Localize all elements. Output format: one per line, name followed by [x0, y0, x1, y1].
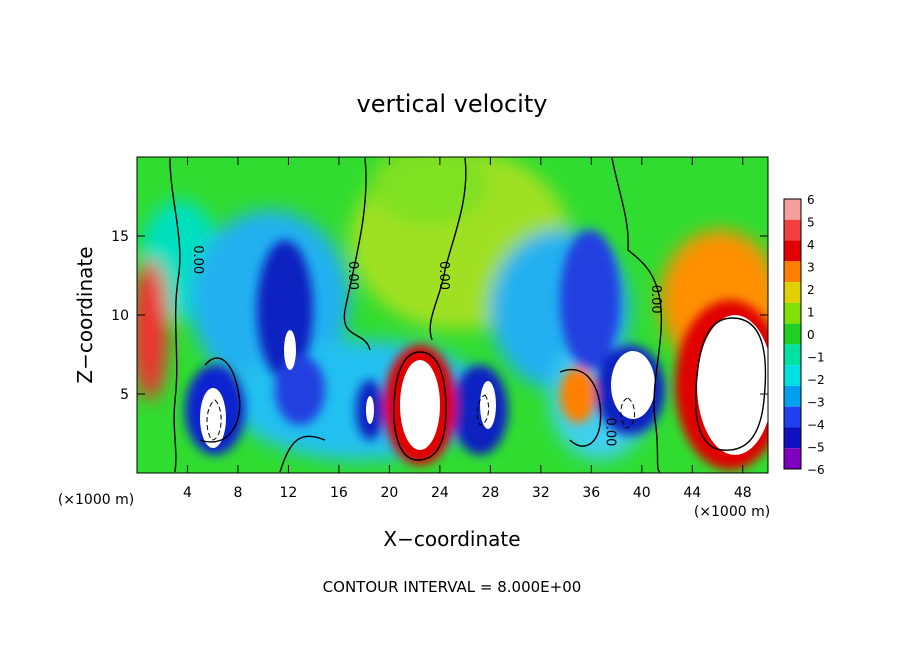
x-tick-label: 4	[183, 485, 192, 501]
x-unit-right: (×1000 m)	[694, 504, 770, 520]
colorbar: 6 5 4 3 2 1 0 −1 −2 −3 −4 −5 −6	[783, 193, 825, 477]
colorbar-label: 1	[807, 306, 815, 320]
colorbar-label: 5	[807, 216, 815, 230]
contour-label: 0.00	[648, 285, 663, 314]
contour-labels: 0.00 0.00 0.00 0.00 0.00	[190, 245, 663, 446]
x-tick-label: 28	[481, 485, 499, 501]
x-tick-label: 12	[280, 485, 298, 501]
colorbar-swatch	[784, 282, 801, 303]
x-tick-label: 32	[532, 485, 550, 501]
x-axis-label: X−coordinate	[383, 527, 520, 551]
colorbar-label: −2	[807, 373, 825, 387]
colorbar-swatch	[784, 323, 801, 345]
x-tick-label: 44	[683, 485, 701, 501]
contour-lines-dashed	[206, 394, 635, 441]
y-axis-ticks: 5 10 15	[111, 229, 768, 403]
chart-title: vertical velocity	[357, 90, 548, 118]
colorbar-label: 2	[807, 283, 815, 297]
contour-lines	[169, 157, 767, 473]
contour-label: 0.00	[436, 261, 451, 290]
x-tick-label: 48	[734, 485, 752, 501]
y-tick-label: 15	[111, 229, 129, 245]
colorbar-label: −1	[807, 351, 825, 365]
colorbar-swatch	[784, 199, 801, 220]
contour-label: 0.00	[345, 261, 360, 290]
contour-label: 0.00	[190, 245, 205, 274]
x-tick-label: 24	[431, 485, 449, 501]
colorbar-label: −4	[807, 418, 825, 432]
x-axis-ticks: 4 8 12 16 20 24 28 32 36 40 44 48	[183, 157, 752, 501]
x-tick-label: 8	[233, 485, 242, 501]
colorbar-swatch	[784, 448, 801, 469]
colorbar-swatch	[784, 261, 801, 283]
x-tick-label: 40	[633, 485, 651, 501]
x-tick-label: 16	[330, 485, 348, 501]
colorbar-swatch	[784, 240, 801, 262]
colorbar-swatch	[784, 406, 801, 428]
saturated-cores	[200, 315, 768, 455]
colorbar-swatch	[784, 344, 801, 366]
colorbar-label: −6	[807, 463, 825, 477]
colorbar-swatch	[784, 427, 801, 449]
colorbar-label: −3	[807, 396, 825, 410]
colorbar-label: 6	[807, 193, 815, 207]
plot-area	[137, 157, 768, 473]
colorbar-swatch	[784, 302, 801, 324]
colorbar-label: 4	[807, 238, 815, 252]
footer-contour-interval: CONTOUR INTERVAL = 8.000E+00	[323, 578, 582, 596]
colorbar-swatch	[784, 365, 801, 386]
x-tick-label: 20	[380, 485, 398, 501]
colorbar-label: 3	[807, 261, 815, 275]
x-unit-left: (×1000 m)	[58, 492, 134, 508]
colorbar-label: −5	[807, 441, 825, 455]
y-axis-label: Z−coordinate	[73, 246, 97, 383]
colorbar-frame	[783, 198, 802, 470]
colorbar-label: 0	[807, 328, 815, 342]
x-tick-label: 36	[582, 485, 600, 501]
colorbar-swatch	[784, 385, 801, 407]
y-tick-label: 5	[120, 387, 129, 403]
contour-label: 0.00	[602, 417, 617, 446]
y-tick-label: 10	[111, 308, 129, 324]
colorbar-swatch	[784, 219, 801, 241]
